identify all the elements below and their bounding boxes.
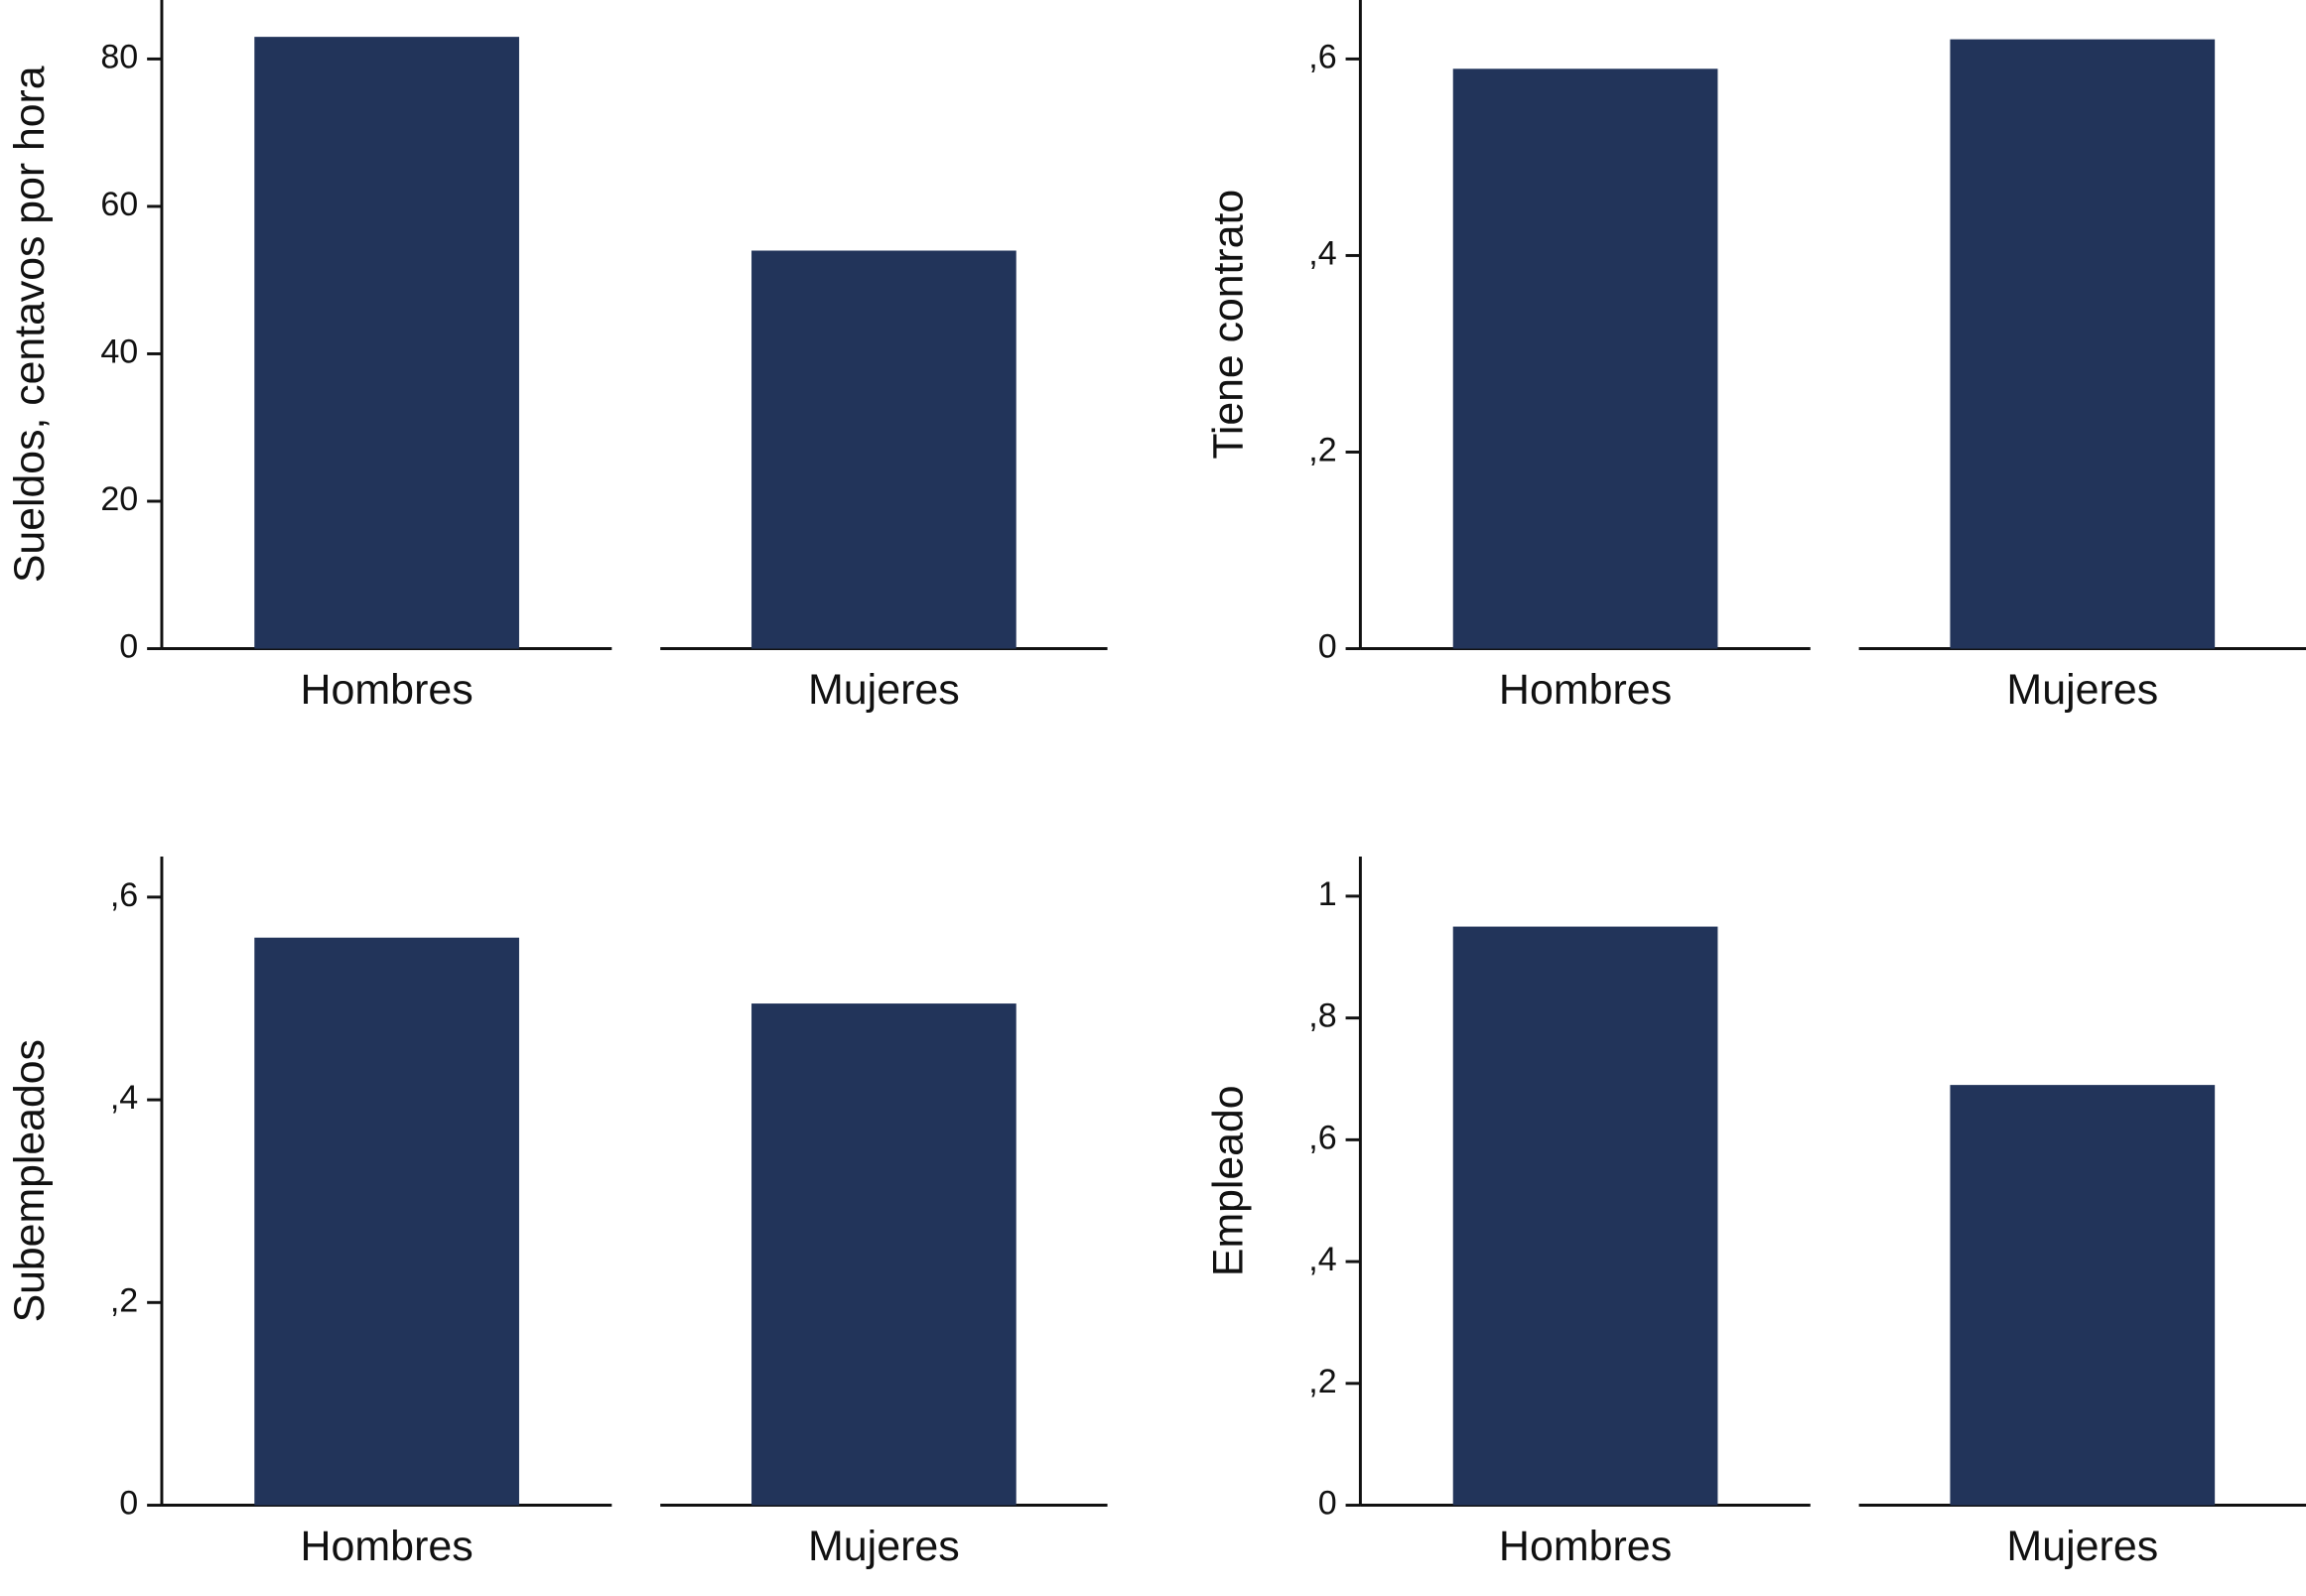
x-tick-label: Hombres xyxy=(1499,666,1672,714)
x-tick-label: Hombres xyxy=(1499,1523,1672,1570)
y-tick-label: 0 xyxy=(1318,1485,1337,1523)
bar xyxy=(1950,1085,2216,1506)
y-tick-label: ,8 xyxy=(1308,998,1336,1035)
x-tick-label: Hombres xyxy=(301,666,474,714)
y-tick-label: 20 xyxy=(100,480,138,518)
y-axis-title: Tiene contrato xyxy=(1204,190,1252,460)
y-tick-label: 0 xyxy=(1318,628,1337,666)
y-tick-label: ,2 xyxy=(110,1281,138,1319)
bar xyxy=(751,1003,1017,1506)
y-tick-label: ,6 xyxy=(110,876,138,914)
x-tick-label: Hombres xyxy=(301,1523,474,1570)
y-tick-label: 40 xyxy=(100,332,138,370)
x-tick-label: Mujeres xyxy=(808,666,960,714)
bar xyxy=(751,250,1017,649)
y-axis-title: Sueldos, centavos por hora xyxy=(6,66,54,583)
x-tick-label: Mujeres xyxy=(808,1523,960,1570)
bar xyxy=(1950,39,2216,649)
y-tick-label: 60 xyxy=(100,186,138,223)
y-axis-title: Empleado xyxy=(1204,1085,1252,1276)
y-tick-label: 0 xyxy=(119,628,138,666)
bar xyxy=(1452,926,1718,1506)
y-tick-label: 80 xyxy=(100,38,138,75)
y-tick-label: ,4 xyxy=(110,1079,138,1117)
bar xyxy=(1452,68,1718,649)
bar xyxy=(254,37,519,649)
y-tick-label: 0 xyxy=(119,1485,138,1523)
y-axis-title: Subempleados xyxy=(6,1039,54,1322)
y-tick-label: ,2 xyxy=(1308,432,1336,469)
y-tick-label: ,4 xyxy=(1308,234,1336,272)
bar xyxy=(254,937,519,1506)
y-tick-label: ,6 xyxy=(1308,38,1336,75)
x-tick-label: Mujeres xyxy=(2006,666,2158,714)
y-tick-label: ,2 xyxy=(1308,1363,1336,1400)
y-tick-label: 1 xyxy=(1318,875,1337,913)
y-tick-label: ,6 xyxy=(1308,1119,1336,1156)
x-tick-label: Mujeres xyxy=(2006,1523,2158,1570)
y-tick-label: ,4 xyxy=(1308,1241,1336,1278)
